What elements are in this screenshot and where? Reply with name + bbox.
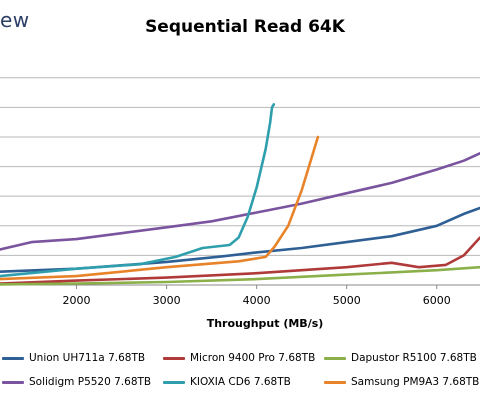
x-tick-label: 5000 (333, 294, 361, 307)
grid-lines (0, 77, 480, 256)
legend-item: Dapustor R5100 7.68TB (324, 352, 477, 364)
legend-label: Micron 9400 Pro 7.68TB (190, 352, 316, 364)
legend-swatch (2, 356, 24, 360)
series-line-2 (0, 236, 480, 285)
legend-swatch (324, 356, 346, 360)
x-axis-label: Throughput (MB/s) (206, 317, 324, 330)
legend-swatch (2, 380, 24, 384)
series-lines (0, 103, 480, 286)
series-line-3 (0, 265, 480, 286)
legend-swatch (163, 356, 185, 360)
x-tick-label: 6000 (423, 294, 451, 307)
legend-label: KIOXIA CD6 7.68TB (190, 376, 291, 388)
chart-title: Sequential Read 64K (145, 17, 345, 37)
x-tick-label: 2000 (63, 294, 91, 307)
series-line-4 (0, 152, 480, 251)
legend-label: Union UH711a 7.68TB (29, 352, 146, 364)
legend-item: Union UH711a 7.68TB (2, 352, 145, 364)
legend-item: Solidigm P5520 7.68TB (2, 376, 151, 388)
x-tick-label: 3000 (153, 294, 181, 307)
legend-item: Micron 9400 Pro 7.68TB (163, 352, 315, 364)
legend-label: Samsung PM9A3 7.68TB (351, 376, 480, 388)
legend-label: Solidigm P5520 7.68TB (29, 376, 152, 388)
legend-label: Dapustor R5100 7.68TB (351, 352, 477, 364)
series-line-5 (0, 103, 276, 278)
legend-item: Samsung PM9A3 7.68TB (324, 376, 479, 388)
series-line-6 (0, 135, 320, 281)
x-tick-label: 4000 (243, 294, 271, 307)
brand-logo-text: ew (0, 8, 30, 32)
axes (0, 284, 480, 289)
legend-swatch (163, 380, 185, 384)
legend-item: KIOXIA CD6 7.68TB (163, 376, 291, 388)
legend-swatch (324, 380, 346, 384)
legend: Union UH711a 7.68TB Micron 9400 Pro 7.68T… (0, 346, 480, 396)
x-tick-labels: 2000 3000 4000 5000 6000 (63, 294, 451, 307)
